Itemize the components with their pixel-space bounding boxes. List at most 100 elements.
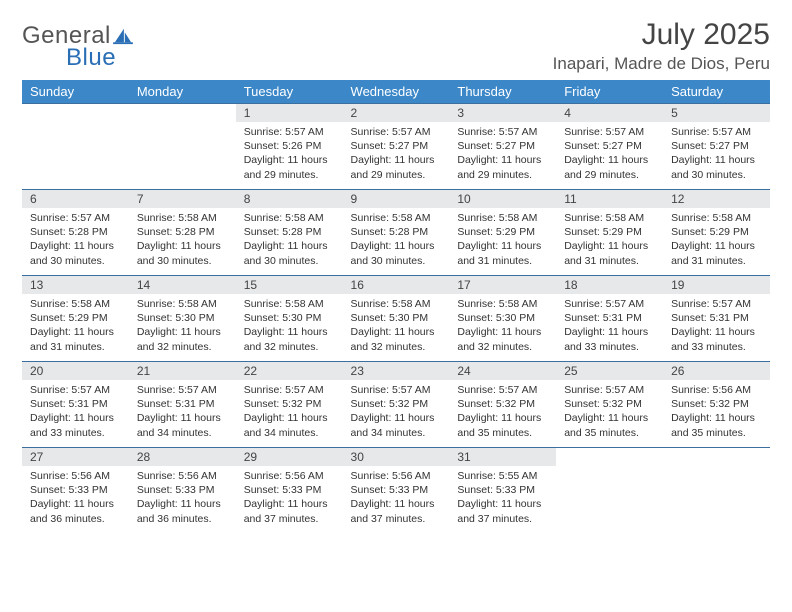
day-details: Sunrise: 5:58 AMSunset: 5:28 PMDaylight:…	[343, 208, 450, 271]
day-details: Sunrise: 5:57 AMSunset: 5:31 PMDaylight:…	[129, 380, 236, 443]
title-block: July 2025 Inapari, Madre de Dios, Peru	[553, 18, 770, 74]
calendar-day-cell: 13Sunrise: 5:58 AMSunset: 5:29 PMDayligh…	[22, 276, 129, 362]
day-details: Sunrise: 5:57 AMSunset: 5:32 PMDaylight:…	[449, 380, 556, 443]
day-number: 16	[343, 276, 450, 294]
day-details: Sunrise: 5:57 AMSunset: 5:31 PMDaylight:…	[556, 294, 663, 357]
day-number: 28	[129, 448, 236, 466]
calendar-day-cell: 1Sunrise: 5:57 AMSunset: 5:26 PMDaylight…	[236, 104, 343, 190]
calendar-day-cell: 31Sunrise: 5:55 AMSunset: 5:33 PMDayligh…	[449, 448, 556, 534]
day-details: Sunrise: 5:57 AMSunset: 5:26 PMDaylight:…	[236, 122, 343, 185]
day-details: Sunrise: 5:56 AMSunset: 5:33 PMDaylight:…	[343, 466, 450, 529]
day-number: 2	[343, 104, 450, 122]
calendar-day-cell: 17Sunrise: 5:58 AMSunset: 5:30 PMDayligh…	[449, 276, 556, 362]
calendar-header-row: SundayMondayTuesdayWednesdayThursdayFrid…	[22, 80, 770, 104]
weekday-header: Friday	[556, 80, 663, 104]
calendar-day-cell: 3Sunrise: 5:57 AMSunset: 5:27 PMDaylight…	[449, 104, 556, 190]
day-number: 3	[449, 104, 556, 122]
weekday-header: Sunday	[22, 80, 129, 104]
day-details: Sunrise: 5:56 AMSunset: 5:33 PMDaylight:…	[236, 466, 343, 529]
day-number: 29	[236, 448, 343, 466]
weekday-header: Tuesday	[236, 80, 343, 104]
day-details: Sunrise: 5:58 AMSunset: 5:30 PMDaylight:…	[343, 294, 450, 357]
day-details: Sunrise: 5:57 AMSunset: 5:27 PMDaylight:…	[663, 122, 770, 185]
calendar-day-cell: 12Sunrise: 5:58 AMSunset: 5:29 PMDayligh…	[663, 190, 770, 276]
day-number: 26	[663, 362, 770, 380]
calendar-day-cell: 4Sunrise: 5:57 AMSunset: 5:27 PMDaylight…	[556, 104, 663, 190]
calendar-day-cell: 19Sunrise: 5:57 AMSunset: 5:31 PMDayligh…	[663, 276, 770, 362]
calendar-day-cell: 22Sunrise: 5:57 AMSunset: 5:32 PMDayligh…	[236, 362, 343, 448]
day-number: 14	[129, 276, 236, 294]
day-number: 6	[22, 190, 129, 208]
day-number: 23	[343, 362, 450, 380]
day-number: 20	[22, 362, 129, 380]
location-subtitle: Inapari, Madre de Dios, Peru	[553, 54, 770, 74]
day-number: 22	[236, 362, 343, 380]
calendar-day-cell	[129, 104, 236, 190]
day-number: 9	[343, 190, 450, 208]
day-number: 10	[449, 190, 556, 208]
day-details: Sunrise: 5:57 AMSunset: 5:27 PMDaylight:…	[556, 122, 663, 185]
day-details: Sunrise: 5:57 AMSunset: 5:27 PMDaylight:…	[343, 122, 450, 185]
weekday-header: Saturday	[663, 80, 770, 104]
calendar-day-cell: 5Sunrise: 5:57 AMSunset: 5:27 PMDaylight…	[663, 104, 770, 190]
day-number: 4	[556, 104, 663, 122]
weekday-header: Monday	[129, 80, 236, 104]
calendar-day-cell: 18Sunrise: 5:57 AMSunset: 5:31 PMDayligh…	[556, 276, 663, 362]
day-details: Sunrise: 5:57 AMSunset: 5:32 PMDaylight:…	[236, 380, 343, 443]
calendar-day-cell: 27Sunrise: 5:56 AMSunset: 5:33 PMDayligh…	[22, 448, 129, 534]
day-details: Sunrise: 5:55 AMSunset: 5:33 PMDaylight:…	[449, 466, 556, 529]
day-details: Sunrise: 5:58 AMSunset: 5:30 PMDaylight:…	[129, 294, 236, 357]
day-details: Sunrise: 5:58 AMSunset: 5:28 PMDaylight:…	[129, 208, 236, 271]
calendar-day-cell: 10Sunrise: 5:58 AMSunset: 5:29 PMDayligh…	[449, 190, 556, 276]
calendar-day-cell: 26Sunrise: 5:56 AMSunset: 5:32 PMDayligh…	[663, 362, 770, 448]
calendar-day-cell: 24Sunrise: 5:57 AMSunset: 5:32 PMDayligh…	[449, 362, 556, 448]
calendar-day-cell: 14Sunrise: 5:58 AMSunset: 5:30 PMDayligh…	[129, 276, 236, 362]
calendar-day-cell: 7Sunrise: 5:58 AMSunset: 5:28 PMDaylight…	[129, 190, 236, 276]
day-details: Sunrise: 5:58 AMSunset: 5:29 PMDaylight:…	[663, 208, 770, 271]
page-header: GeneralBlue July 2025 Inapari, Madre de …	[22, 18, 770, 74]
calendar-week-row: 20Sunrise: 5:57 AMSunset: 5:31 PMDayligh…	[22, 362, 770, 448]
day-number: 13	[22, 276, 129, 294]
weekday-header: Wednesday	[343, 80, 450, 104]
calendar-day-cell: 30Sunrise: 5:56 AMSunset: 5:33 PMDayligh…	[343, 448, 450, 534]
day-number: 17	[449, 276, 556, 294]
day-number: 1	[236, 104, 343, 122]
calendar-day-cell: 29Sunrise: 5:56 AMSunset: 5:33 PMDayligh…	[236, 448, 343, 534]
day-number: 7	[129, 190, 236, 208]
calendar-week-row: 27Sunrise: 5:56 AMSunset: 5:33 PMDayligh…	[22, 448, 770, 534]
calendar-day-cell: 15Sunrise: 5:58 AMSunset: 5:30 PMDayligh…	[236, 276, 343, 362]
month-title: July 2025	[553, 18, 770, 52]
calendar-body: 1Sunrise: 5:57 AMSunset: 5:26 PMDaylight…	[22, 104, 770, 534]
day-number: 30	[343, 448, 450, 466]
day-details: Sunrise: 5:56 AMSunset: 5:32 PMDaylight:…	[663, 380, 770, 443]
day-details: Sunrise: 5:58 AMSunset: 5:29 PMDaylight:…	[22, 294, 129, 357]
day-details: Sunrise: 5:57 AMSunset: 5:32 PMDaylight:…	[556, 380, 663, 443]
day-number: 15	[236, 276, 343, 294]
calendar-table: SundayMondayTuesdayWednesdayThursdayFrid…	[22, 80, 770, 534]
day-number: 27	[22, 448, 129, 466]
day-details: Sunrise: 5:58 AMSunset: 5:30 PMDaylight:…	[449, 294, 556, 357]
day-details: Sunrise: 5:58 AMSunset: 5:29 PMDaylight:…	[556, 208, 663, 271]
day-details: Sunrise: 5:57 AMSunset: 5:31 PMDaylight:…	[663, 294, 770, 357]
calendar-day-cell: 11Sunrise: 5:58 AMSunset: 5:29 PMDayligh…	[556, 190, 663, 276]
day-details: Sunrise: 5:57 AMSunset: 5:31 PMDaylight:…	[22, 380, 129, 443]
calendar-day-cell: 25Sunrise: 5:57 AMSunset: 5:32 PMDayligh…	[556, 362, 663, 448]
day-details: Sunrise: 5:56 AMSunset: 5:33 PMDaylight:…	[22, 466, 129, 529]
calendar-week-row: 1Sunrise: 5:57 AMSunset: 5:26 PMDaylight…	[22, 104, 770, 190]
day-number: 18	[556, 276, 663, 294]
calendar-week-row: 6Sunrise: 5:57 AMSunset: 5:28 PMDaylight…	[22, 190, 770, 276]
calendar-day-cell: 20Sunrise: 5:57 AMSunset: 5:31 PMDayligh…	[22, 362, 129, 448]
day-details: Sunrise: 5:57 AMSunset: 5:27 PMDaylight:…	[449, 122, 556, 185]
brand-logo: GeneralBlue	[22, 18, 133, 70]
day-number: 24	[449, 362, 556, 380]
day-number: 19	[663, 276, 770, 294]
day-number: 11	[556, 190, 663, 208]
calendar-day-cell: 8Sunrise: 5:58 AMSunset: 5:28 PMDaylight…	[236, 190, 343, 276]
calendar-day-cell: 2Sunrise: 5:57 AMSunset: 5:27 PMDaylight…	[343, 104, 450, 190]
calendar-day-cell: 23Sunrise: 5:57 AMSunset: 5:32 PMDayligh…	[343, 362, 450, 448]
calendar-day-cell: 9Sunrise: 5:58 AMSunset: 5:28 PMDaylight…	[343, 190, 450, 276]
calendar-day-cell	[556, 448, 663, 534]
calendar-day-cell	[22, 104, 129, 190]
day-details: Sunrise: 5:56 AMSunset: 5:33 PMDaylight:…	[129, 466, 236, 529]
day-number: 31	[449, 448, 556, 466]
